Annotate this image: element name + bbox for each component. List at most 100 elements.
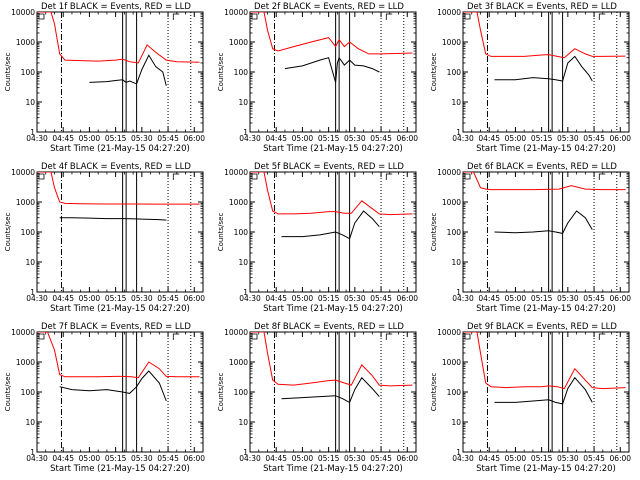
chart-panel-2: Det 2f BLACK = Events, RED = LLD Counts/s… [217, 2, 418, 154]
y-tick-label: 10 [25, 418, 35, 427]
series-line-lld [463, 12, 626, 59]
x-tick-label: 04:45 [265, 134, 287, 143]
x-tick-label: 05:15 [105, 454, 127, 463]
corner-marker [38, 173, 45, 180]
x-tick-label: 05:00 [292, 454, 314, 463]
series-line-events [494, 376, 593, 405]
x-tick-label: 05:30 [131, 134, 153, 143]
y-tick-label: 10000 [437, 328, 461, 337]
x-tick-label: 05:00 [292, 134, 314, 143]
series-line-events [494, 210, 593, 234]
y-tick-label: 1000 [229, 358, 248, 367]
y-tick-label: 100 [447, 68, 462, 77]
chart-title: Det 6f BLACK = Events, RED = LLD [467, 162, 617, 172]
series-line-events [281, 210, 380, 240]
y-tick-label: 10 [451, 98, 461, 107]
chart-panel-1: Det 1f BLACK = Events, RED = LLD Counts/s… [4, 2, 205, 154]
chart-panel-6: Det 6f BLACK = Events, RED = LLD Counts/s… [430, 162, 631, 314]
x-axis-label: Start Time (21-May-15 04:27:20) [263, 144, 403, 154]
x-tick-label: 05:00 [79, 454, 101, 463]
y-tick-label: 1 [243, 128, 248, 137]
x-tick-label: 04:45 [478, 134, 500, 143]
y-tick-label: 100 [447, 388, 462, 397]
series-line-events [59, 217, 167, 221]
x-tick-label: 05:45 [583, 454, 605, 463]
y-tick-label: 10 [238, 418, 248, 427]
x-tick-label: 05:30 [131, 454, 153, 463]
y-tick-label: 1000 [229, 198, 248, 207]
x-tick-label: 04:30 [452, 454, 474, 463]
x-tick-label: 06:00 [183, 454, 205, 463]
y-tick-label: 1 [30, 128, 35, 137]
y-tick-label: 10000 [437, 168, 461, 177]
chart-panel-7: Det 7f BLACK = Events, RED = LLD Counts/s… [4, 322, 205, 474]
series-line-lld [37, 12, 200, 64]
corner-marker [598, 173, 606, 180]
x-tick-label: 06:00 [396, 134, 418, 143]
x-tick-label: 05:15 [318, 294, 340, 303]
x-tick-label: 05:00 [79, 294, 101, 303]
corner-marker [385, 173, 393, 180]
y-tick-label: 1000 [16, 38, 35, 47]
chart-title: Det 4f BLACK = Events, RED = LLD [41, 162, 191, 172]
corner-marker [251, 173, 258, 180]
y-tick-label: 1 [30, 448, 35, 457]
y-axis-label: Counts/sec [430, 213, 438, 252]
x-tick-label: 05:45 [370, 294, 392, 303]
x-tick-label: 04:30 [239, 134, 261, 143]
corner-marker [172, 333, 180, 340]
chart-title: Det 3f BLACK = Events, RED = LLD [467, 2, 617, 12]
chart-title: Det 2f BLACK = Events, RED = LLD [254, 2, 404, 12]
corner-marker [385, 13, 393, 20]
series-line-events [59, 370, 167, 402]
y-tick-label: 10 [25, 258, 35, 267]
series-line-events [89, 54, 167, 86]
x-tick-label: 04:30 [452, 294, 474, 303]
corner-marker [464, 13, 471, 20]
corner-marker [598, 333, 606, 340]
y-axis-label: Counts/sec [430, 373, 438, 412]
corner-marker [38, 333, 45, 340]
corner-marker [251, 333, 258, 340]
chart-title: Det 8f BLACK = Events, RED = LLD [254, 322, 404, 332]
series-line-lld [250, 332, 413, 387]
x-tick-label: 04:45 [52, 134, 74, 143]
y-tick-label: 100 [234, 388, 249, 397]
y-tick-label: 10000 [224, 8, 248, 17]
x-axis-label: Start Time (21-May-15 04:27:20) [263, 304, 403, 314]
x-tick-label: 04:30 [239, 294, 261, 303]
y-tick-label: 1000 [442, 38, 461, 47]
x-tick-label: 05:45 [583, 294, 605, 303]
corner-marker [598, 13, 606, 20]
y-tick-label: 1 [243, 448, 248, 457]
x-tick-label: 05:15 [105, 134, 127, 143]
y-tick-label: 100 [234, 228, 249, 237]
series-line-lld [37, 172, 200, 205]
x-axis-label: Start Time (21-May-15 04:27:20) [476, 304, 616, 314]
corner-marker [464, 333, 471, 340]
x-tick-label: 05:45 [157, 454, 179, 463]
x-tick-label: 05:30 [557, 454, 579, 463]
x-tick-label: 05:00 [505, 294, 527, 303]
y-axis-label: Counts/sec [4, 53, 12, 92]
x-axis-label: Start Time (21-May-15 04:27:20) [50, 464, 190, 474]
chart-panel-4: Det 4f BLACK = Events, RED = LLD Counts/s… [4, 162, 205, 314]
y-tick-label: 1 [456, 288, 461, 297]
x-tick-label: 04:45 [478, 454, 500, 463]
chart-panel-9: Det 9f BLACK = Events, RED = LLD Counts/s… [430, 322, 631, 474]
x-tick-label: 05:15 [531, 454, 553, 463]
x-tick-label: 05:15 [105, 294, 127, 303]
y-tick-label: 100 [21, 388, 36, 397]
y-tick-label: 100 [447, 228, 462, 237]
x-tick-label: 05:30 [344, 294, 366, 303]
corner-marker [464, 173, 471, 180]
y-tick-label: 1000 [16, 358, 35, 367]
series-line-lld [250, 172, 413, 216]
y-tick-label: 1000 [442, 198, 461, 207]
x-tick-label: 05:30 [131, 294, 153, 303]
x-tick-label: 05:45 [370, 454, 392, 463]
chart-panel-3: Det 3f BLACK = Events, RED = LLD Counts/s… [430, 2, 631, 154]
x-tick-label: 05:30 [557, 134, 579, 143]
x-tick-label: 05:15 [318, 134, 340, 143]
